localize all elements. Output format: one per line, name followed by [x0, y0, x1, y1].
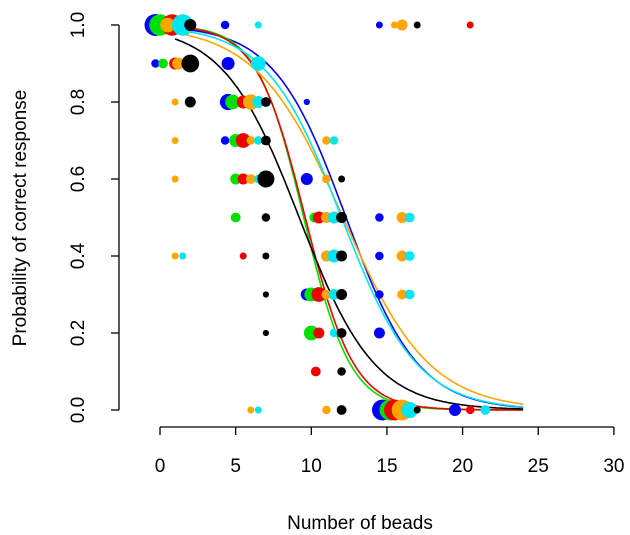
data-point: [220, 136, 230, 145]
data-point: [158, 58, 168, 69]
data-point: [260, 135, 271, 146]
data-point: [373, 327, 385, 339]
data-point: [404, 212, 415, 223]
data-point: [254, 406, 262, 414]
data-point: [221, 56, 235, 71]
data-point: [413, 21, 421, 29]
data-point: [239, 252, 247, 260]
data-point: [329, 136, 339, 145]
data-point: [262, 329, 270, 337]
data-point: [404, 289, 415, 300]
data-point: [184, 96, 196, 108]
data-point: [448, 403, 462, 417]
data-point: [254, 21, 262, 29]
y-tick-label: 0.4: [68, 242, 89, 269]
x-tick-label: 15: [376, 456, 397, 477]
data-point: [338, 175, 346, 183]
x-tick-label: 0: [155, 456, 166, 477]
fitted-curve: [174, 28, 524, 408]
data-point: [413, 406, 421, 414]
data-point: [235, 133, 251, 148]
data-point: [322, 136, 331, 145]
data-point: [397, 289, 408, 300]
x-tick-label: 5: [230, 456, 241, 477]
data-point: [181, 54, 200, 73]
data-point: [310, 366, 321, 377]
data-point: [171, 252, 179, 260]
data-point: [160, 17, 175, 33]
data-point: [396, 212, 408, 223]
data-point: [171, 98, 179, 106]
fitted-curve: [174, 27, 524, 408]
data-point: [466, 21, 474, 29]
data-point: [465, 405, 475, 415]
y-axis: 0.0 0.2 0.4 0.6 0.8 1.0: [68, 12, 120, 423]
data-point: [396, 19, 408, 31]
data-point: [391, 21, 398, 29]
data-point: [401, 401, 418, 419]
data-point: [336, 250, 348, 262]
data-point: [480, 405, 491, 415]
data-point: [260, 97, 271, 107]
x-axis: 0 5 10 15 20 25 30: [155, 426, 624, 477]
data-point: [171, 137, 179, 144]
data-point: [246, 136, 256, 145]
x-tick-label: 20: [452, 456, 473, 477]
fitted-curve: [174, 32, 524, 405]
data-point: [336, 328, 347, 338]
data-point: [184, 18, 197, 32]
data-point: [336, 289, 348, 300]
data-point: [247, 406, 255, 414]
data-point: [250, 56, 266, 71]
data-point: [262, 252, 270, 260]
data-point: [322, 174, 331, 184]
data-point: [396, 250, 408, 262]
y-axis-label: Probability of correct response: [10, 90, 31, 347]
data-point: [322, 405, 331, 415]
fitted-curves: [174, 27, 524, 411]
data-point: [151, 59, 160, 68]
data-point: [230, 212, 241, 223]
data-point: [337, 367, 346, 376]
data-point: [375, 21, 383, 29]
data-point: [328, 289, 340, 300]
x-tick-label: 10: [301, 456, 322, 477]
data-point: [321, 289, 332, 300]
data-point: [171, 175, 179, 183]
data-point: [261, 213, 271, 222]
data-point: [245, 174, 256, 184]
x-axis-label: Number of beads: [287, 513, 433, 534]
data-point: [375, 290, 384, 299]
data-point: [303, 98, 310, 106]
data-points: [144, 14, 491, 421]
data-point: [336, 212, 348, 223]
data-point: [329, 328, 339, 338]
data-point: [220, 20, 230, 30]
x-tick-label: 25: [528, 456, 549, 477]
data-point: [252, 95, 265, 109]
y-tick-label: 0.8: [68, 89, 89, 115]
data-point: [257, 170, 275, 188]
data-point: [172, 57, 185, 70]
x-tick-label: 30: [603, 456, 624, 477]
data-point: [237, 173, 249, 185]
data-point: [300, 172, 313, 186]
data-point: [262, 291, 270, 298]
y-tick-label: 0.0: [68, 397, 89, 423]
data-point: [404, 251, 415, 261]
data-point: [179, 252, 187, 260]
data-point: [313, 327, 325, 339]
y-tick-label: 1.0: [68, 12, 89, 38]
data-point: [375, 213, 384, 222]
data-point: [311, 287, 327, 302]
data-point: [225, 94, 240, 110]
fitted-curve: [174, 38, 524, 410]
data-point: [254, 136, 263, 145]
data-point: [375, 251, 384, 261]
y-tick-label: 0.2: [68, 320, 89, 346]
data-point: [336, 405, 347, 415]
y-tick-label: 0.6: [68, 166, 89, 192]
